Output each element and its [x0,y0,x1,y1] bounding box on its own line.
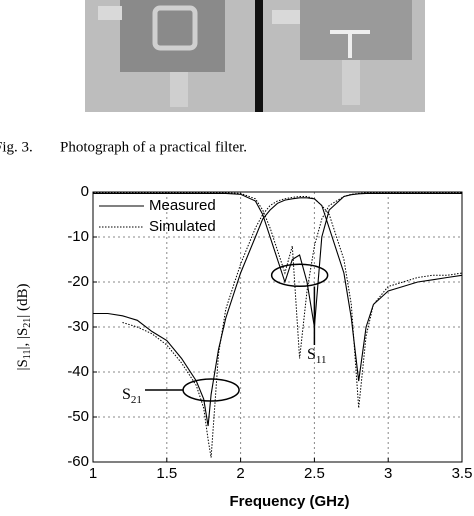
series-line [93,192,462,328]
y-axis-label: |S11|, |S21| (dB) [15,283,33,370]
x-axis-label: Frequency (GHz) [229,493,349,510]
annotation-sub: 11 [316,354,327,366]
photo-divider [255,0,263,112]
series-line [93,192,462,359]
x-tick-label: 1.5 [156,465,177,482]
circuit [348,30,352,58]
y-tick-label: -40 [67,363,89,380]
y-tick-label: -20 [67,273,89,290]
connector [170,72,188,107]
y-axis-label-part: | (dB) [15,283,31,317]
series-line [122,196,463,458]
y-tick-label: 0 [81,183,89,200]
x-tick-label: 3.5 [452,465,473,482]
y-axis-label-sub: 21 [22,318,33,328]
annotation-text: S [307,346,316,363]
caption-label: Fig. 3. [0,139,33,155]
legend-label: Simulated [149,218,216,235]
legend-label: Measured [149,197,216,214]
y-tick-label: -60 [67,453,89,470]
y-tick-label: -30 [67,318,89,335]
y-axis-label-sub: 11 [22,350,33,360]
plot-frame [92,191,463,463]
y-axis-label-part: |, |S [15,328,31,350]
filter-box [120,0,225,72]
connector [272,10,300,24]
annotation-text: S [122,386,131,403]
connector [342,60,360,105]
annotation-sub: 21 [131,394,142,406]
highlight-ellipse [270,263,329,287]
y-tick-label: -50 [67,408,89,425]
x-tick-label: 1 [89,465,97,482]
annotation: S11 [307,346,327,366]
y-axis-label-part: |S [15,359,31,370]
x-tick-label: 2 [236,465,244,482]
x-tick-label: 2.5 [304,465,325,482]
annotation: S21 [122,386,142,406]
photograph [85,0,425,112]
caption-text: Photograph of a practical filter. [60,139,247,155]
y-tick-label: -10 [67,228,89,245]
connector [98,6,122,20]
x-tick-label: 3 [384,465,392,482]
logo [152,5,198,51]
series-line [93,197,463,427]
